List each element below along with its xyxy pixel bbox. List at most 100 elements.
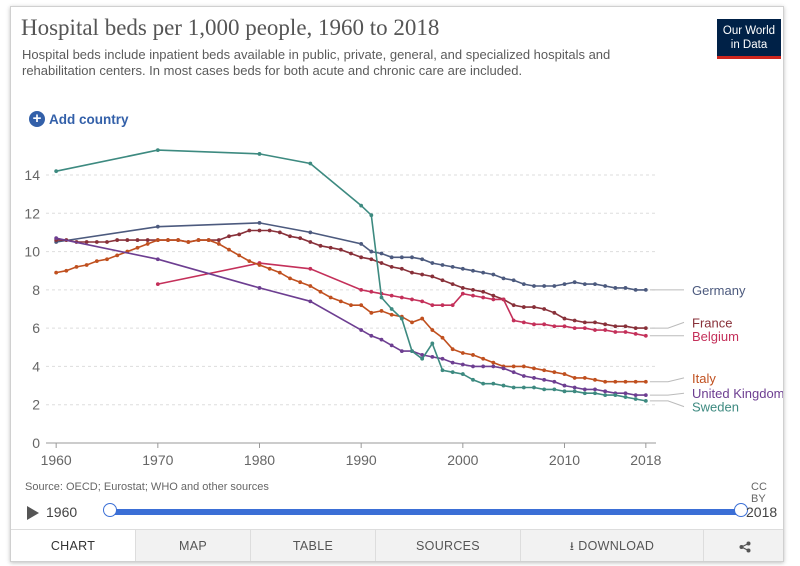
data-point-italy-2008 <box>542 368 547 373</box>
data-point-france-2003 <box>491 293 496 298</box>
data-point-united-kingdom-1994 <box>399 349 404 354</box>
tab-share[interactable] <box>704 530 783 561</box>
data-point-sweden-2015 <box>613 393 618 398</box>
data-point-sweden-1960 <box>54 169 59 174</box>
tab-download[interactable]: ⭳ DOWNLOAD <box>521 530 704 561</box>
license-link[interactable]: CC BY <box>751 481 767 505</box>
data-point-italy-1963 <box>84 263 89 267</box>
data-point-united-kingdom-2001 <box>471 364 475 369</box>
data-point-germany-1995 <box>410 255 414 260</box>
play-icon[interactable] <box>27 506 39 520</box>
data-point-italy-2010 <box>562 372 567 376</box>
data-point-germany-1992 <box>379 251 384 256</box>
add-country-button[interactable]: + Add country <box>29 111 129 127</box>
data-point-italy-1991 <box>369 310 374 315</box>
data-point-italy-1980 <box>257 263 262 267</box>
tab-table[interactable]: TABLE <box>251 530 376 561</box>
tab-chart[interactable]: CHART <box>11 530 136 561</box>
data-point-united-kingdom-2011 <box>572 385 577 390</box>
data-point-france-1990 <box>359 255 364 260</box>
legend-label-germany: Germany <box>692 283 746 298</box>
data-point-italy-1984 <box>298 280 303 285</box>
chart-subtitle: Hospital beds include inpatient beds ava… <box>22 47 611 78</box>
data-point-germany-1993 <box>389 255 394 260</box>
data-point-france-1963 <box>84 240 89 244</box>
series-line-united-kingdom <box>56 237 646 396</box>
x-tick-label-2000: 2000 <box>447 452 478 468</box>
data-point-france-2016 <box>623 324 628 329</box>
data-point-belgium-2014 <box>603 328 608 332</box>
data-point-italy-1969 <box>145 242 150 246</box>
data-point-france-1967 <box>125 238 130 242</box>
data-point-belgium-2005 <box>511 318 516 323</box>
data-point-sweden-1990 <box>359 203 364 208</box>
data-point-belgium-1994 <box>399 295 404 300</box>
data-point-united-kingdom-1999 <box>450 360 455 365</box>
data-point-belgium-2018 <box>643 333 648 338</box>
data-point-belgium-1998 <box>440 303 445 308</box>
data-point-france-1997 <box>430 274 435 279</box>
data-point-sweden-1970 <box>155 148 160 153</box>
data-point-france-1992 <box>379 261 384 265</box>
owid-logo[interactable]: Our World in Data <box>717 19 781 59</box>
data-point-france-2008 <box>542 307 547 311</box>
data-point-sweden-2006 <box>521 385 526 390</box>
data-point-italy-1986 <box>318 289 323 294</box>
y-tick-label-0: 0 <box>32 435 40 451</box>
data-point-italy-2015 <box>613 379 618 384</box>
legend-connector-france <box>649 321 685 329</box>
data-point-united-kingdom-2007 <box>532 376 536 380</box>
data-point-belgium-2004 <box>501 297 506 302</box>
y-tick-label-14: 14 <box>24 167 40 183</box>
timeline-end-handle[interactable] <box>734 503 748 517</box>
data-point-italy-1987 <box>328 295 333 300</box>
data-point-sweden-1996 <box>420 356 425 361</box>
data-point-germany-2007 <box>532 284 536 288</box>
data-point-belgium-1997 <box>430 303 435 308</box>
data-point-united-kingdom-2016 <box>623 391 628 396</box>
data-point-germany-2014 <box>603 284 608 288</box>
data-point-germany-2005 <box>511 278 516 283</box>
data-point-france-1991 <box>369 257 374 262</box>
legend-connector-sweden <box>649 400 685 408</box>
data-point-germany-2008 <box>542 284 547 288</box>
data-point-belgium-2013 <box>593 328 597 332</box>
data-point-italy-2002 <box>481 356 486 361</box>
timeline-start-handle[interactable] <box>103 503 117 517</box>
data-point-belgium-2002 <box>481 295 486 300</box>
data-point-france-1966 <box>115 238 120 242</box>
data-point-sweden-2010 <box>562 389 567 394</box>
timeline-track[interactable] <box>109 509 741 515</box>
data-point-belgium-2008 <box>542 322 547 327</box>
data-point-italy-1996 <box>420 316 425 321</box>
tab-sources[interactable]: SOURCES <box>376 530 521 561</box>
data-point-france-2010 <box>562 316 567 321</box>
line-chart: 0 2 4 6 8 10 12 14 1960 1970 1980 1990 2000 2010 2018 G… <box>24 148 783 468</box>
data-point-belgium-1996 <box>420 299 425 304</box>
data-point-sweden-1991 <box>369 213 374 218</box>
data-point-sweden-2016 <box>623 395 628 399</box>
y-tick-label-12: 12 <box>24 205 40 221</box>
data-point-belgium-1993 <box>389 293 394 298</box>
data-point-united-kingdom-2005 <box>511 370 516 375</box>
data-point-sweden-1998 <box>440 368 445 373</box>
data-point-united-kingdom-1985 <box>308 299 313 304</box>
data-point-france-1984 <box>298 236 303 241</box>
data-point-germany-1994 <box>399 255 404 260</box>
x-tick-label-2010: 2010 <box>549 452 580 468</box>
data-point-sweden-1994 <box>399 316 404 321</box>
data-point-united-kingdom-2012 <box>582 387 587 392</box>
data-point-belgium-2007 <box>532 322 536 327</box>
data-point-germany-2017 <box>633 287 638 292</box>
data-point-belgium-2017 <box>633 331 638 336</box>
data-point-italy-1977 <box>227 247 231 252</box>
data-point-italy-1978 <box>237 253 242 258</box>
data-point-germany-1996 <box>420 257 425 262</box>
data-point-italy-1976 <box>216 242 221 246</box>
data-point-sweden-2007 <box>532 385 536 390</box>
data-point-germany-2013 <box>593 282 597 287</box>
data-point-germany-2012 <box>582 282 587 287</box>
data-point-germany-2001 <box>471 268 475 273</box>
series-line-italy <box>56 239 646 383</box>
tab-map[interactable]: MAP <box>136 530 251 561</box>
